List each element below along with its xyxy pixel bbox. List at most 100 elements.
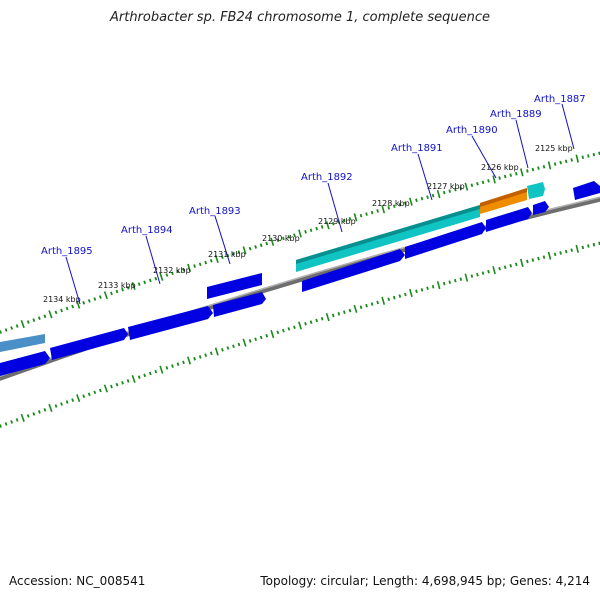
position-label: 2125 kbp (535, 144, 573, 153)
cds-feature[interactable] (302, 249, 405, 292)
gene-labels: Arth_1887 Arth_1889 Arth_1890 Arth_1891 … (41, 94, 586, 257)
tick-mark (415, 198, 418, 202)
tick-mark (575, 244, 579, 253)
rna-feature[interactable] (0, 334, 45, 352)
cds-feature[interactable] (533, 201, 549, 215)
tick-mark (110, 384, 113, 389)
cds-feature[interactable] (128, 306, 213, 340)
tick-mark (103, 291, 108, 300)
tick-mark (481, 180, 485, 185)
gene-label[interactable]: Arth_1892 (301, 172, 353, 183)
gene-label[interactable]: Arth_1895 (41, 246, 93, 257)
tick-mark (193, 356, 196, 361)
tick-mark (143, 280, 147, 285)
tick-mark (454, 187, 457, 192)
tick-mark (359, 305, 363, 310)
tick-mark (531, 258, 535, 262)
cds-feature[interactable] (573, 181, 600, 200)
tick-mark (287, 235, 291, 239)
tick-mark (54, 310, 58, 315)
tick-mark (559, 251, 562, 255)
cds-feature[interactable] (50, 328, 128, 360)
tick-mark (315, 318, 318, 323)
gene-label[interactable]: Arth_1887 (534, 94, 586, 105)
tick-mark (148, 371, 152, 376)
tick-mark (476, 181, 479, 186)
tick-mark (265, 241, 269, 246)
rna-feature[interactable] (480, 188, 527, 207)
tick-mark (426, 286, 429, 291)
tick-mark (426, 195, 429, 199)
tick-mark (159, 365, 164, 374)
tick-mark (381, 205, 386, 214)
tick-mark (304, 322, 307, 326)
tick-mark (26, 320, 30, 324)
tick-mark (481, 271, 485, 275)
tick-mark (15, 324, 19, 328)
gene-label[interactable]: Arth_1890 (446, 125, 498, 136)
tick-mark (226, 253, 230, 258)
tick-mark (415, 289, 418, 294)
tick-mark (209, 351, 213, 356)
cds-feature[interactable] (0, 351, 50, 376)
rna-feature[interactable] (296, 205, 480, 264)
tick-mark (515, 262, 518, 267)
tick-mark (492, 175, 496, 184)
tick-mark (503, 174, 507, 179)
tick-mark (148, 278, 152, 283)
position-label: 2132 kbp (153, 266, 191, 275)
tick-mark (209, 259, 213, 263)
gene-label[interactable]: Arth_1891 (391, 143, 443, 154)
tick-mark (304, 230, 307, 234)
cds-feature[interactable] (207, 273, 262, 299)
position-label: 2128 kbp (372, 199, 410, 208)
tick-mark (0, 330, 2, 334)
tick-mark (547, 251, 552, 260)
rna-feature[interactable] (527, 182, 545, 199)
tick-mark (309, 228, 313, 232)
tick-mark (82, 301, 86, 305)
tick-mark (187, 356, 192, 365)
tick-mark (48, 403, 53, 412)
tick-mark (298, 321, 302, 330)
tick-mark (553, 252, 557, 257)
tick-mark (54, 404, 58, 408)
tick-mark (409, 197, 413, 206)
tick-mark (198, 262, 202, 267)
tick-mark (171, 364, 174, 368)
tick-mark (10, 326, 14, 330)
tick-mark (564, 249, 568, 254)
tick-mark (43, 408, 47, 412)
tick-mark (547, 161, 552, 170)
tick-mark (398, 294, 402, 298)
cds-feature[interactable] (213, 292, 266, 317)
tick-mark (542, 255, 546, 259)
chromosome-backbone (0, 196, 600, 381)
position-label: 2127 kbp (427, 182, 465, 191)
tick-mark (20, 320, 25, 329)
gene-label[interactable]: Arth_1889 (490, 109, 542, 120)
tick-mark (376, 209, 379, 213)
tick-mark (454, 278, 457, 283)
tick-mark (531, 167, 535, 172)
gene-label[interactable]: Arth_1893 (189, 206, 241, 217)
tick-mark (520, 168, 524, 177)
gene-label[interactable]: Arth_1894 (121, 225, 173, 236)
tick-mark (331, 313, 335, 318)
tick-mark (0, 424, 2, 428)
tick-mark (309, 320, 313, 324)
tick-mark (26, 414, 30, 418)
tick-mark (365, 303, 368, 308)
tick-mark (459, 186, 463, 190)
tick-mark (126, 379, 130, 383)
tick-mark (464, 273, 469, 282)
cds-feature[interactable] (405, 222, 486, 259)
tick-mark (248, 246, 252, 251)
tick-mark (293, 233, 296, 237)
tick-mark (221, 255, 224, 260)
position-labels: 2125 kbp 2126 kbp 2127 kbp 2128 kbp 2129… (43, 144, 573, 304)
tick-mark (126, 286, 130, 290)
cds-feature[interactable] (486, 207, 532, 232)
tick-mark (137, 375, 141, 379)
